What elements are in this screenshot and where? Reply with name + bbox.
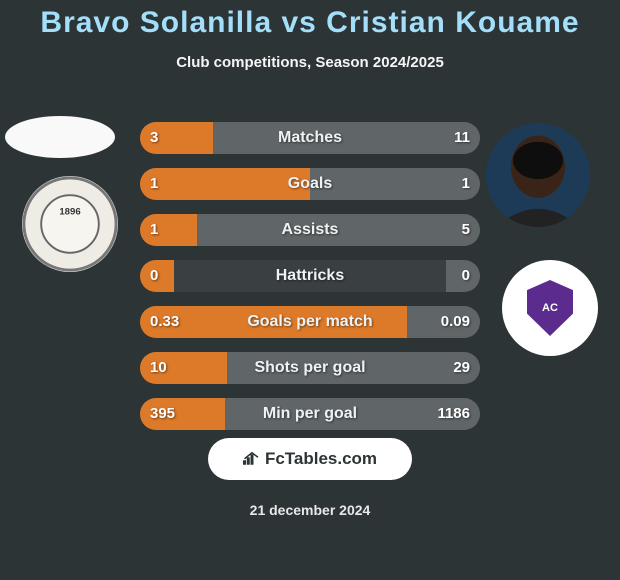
brand-badge: FcTables.com [208, 438, 412, 480]
metric-label: Goals per match [140, 306, 480, 338]
metric-row: Min per goal395 1186 [140, 398, 480, 430]
value-right: 0 [462, 260, 470, 292]
metric-row: Matches3 11 [140, 122, 480, 154]
club-left-badge: 1896 [22, 176, 118, 272]
metric-label: Shots per goal [140, 352, 480, 384]
value-right: 11 [454, 122, 470, 154]
value-right: 29 [453, 352, 470, 384]
metric-row: Assists1 5 [140, 214, 480, 246]
metric-label: Min per goal [140, 398, 480, 430]
shield-icon: AC [527, 280, 573, 336]
player-right-avatar [486, 123, 590, 227]
value-left: 1 [150, 214, 158, 246]
metric-label: Matches [140, 122, 480, 154]
subtitle: Club competitions, Season 2024/2025 [0, 54, 620, 71]
footer-date: 21 december 2024 [0, 502, 620, 518]
metric-row: Goals per match0.33 0.09 [140, 306, 480, 338]
metric-label: Hattricks [140, 260, 480, 292]
metric-label: Assists [140, 214, 480, 246]
metric-row: Goals1 1 [140, 168, 480, 200]
value-right: 0.09 [441, 306, 470, 338]
value-left: 1 [150, 168, 158, 200]
value-right: 1 [462, 168, 470, 200]
brand-logo-icon [243, 439, 261, 453]
value-left: 0 [150, 260, 158, 292]
metric-row: Shots per goal10 29 [140, 352, 480, 384]
value-right: 5 [462, 214, 470, 246]
value-left: 395 [150, 398, 175, 430]
value-left: 0.33 [150, 306, 179, 338]
player-left-avatar [5, 116, 115, 158]
value-right: 1186 [437, 398, 470, 430]
svg-text:1896: 1896 [59, 206, 80, 217]
value-left: 3 [150, 122, 158, 154]
value-left: 10 [150, 352, 167, 384]
brand-text: FcTables.com [265, 449, 377, 468]
metric-label: Goals [140, 168, 480, 200]
metric-row: Hattricks0 0 [140, 260, 480, 292]
page-title: Bravo Solanilla vs Cristian Kouame [0, 0, 620, 40]
comparison-rows: Matches311Goals11Assists15Hattricks00Goa… [140, 122, 480, 444]
club-right-badge: AC [502, 260, 598, 356]
